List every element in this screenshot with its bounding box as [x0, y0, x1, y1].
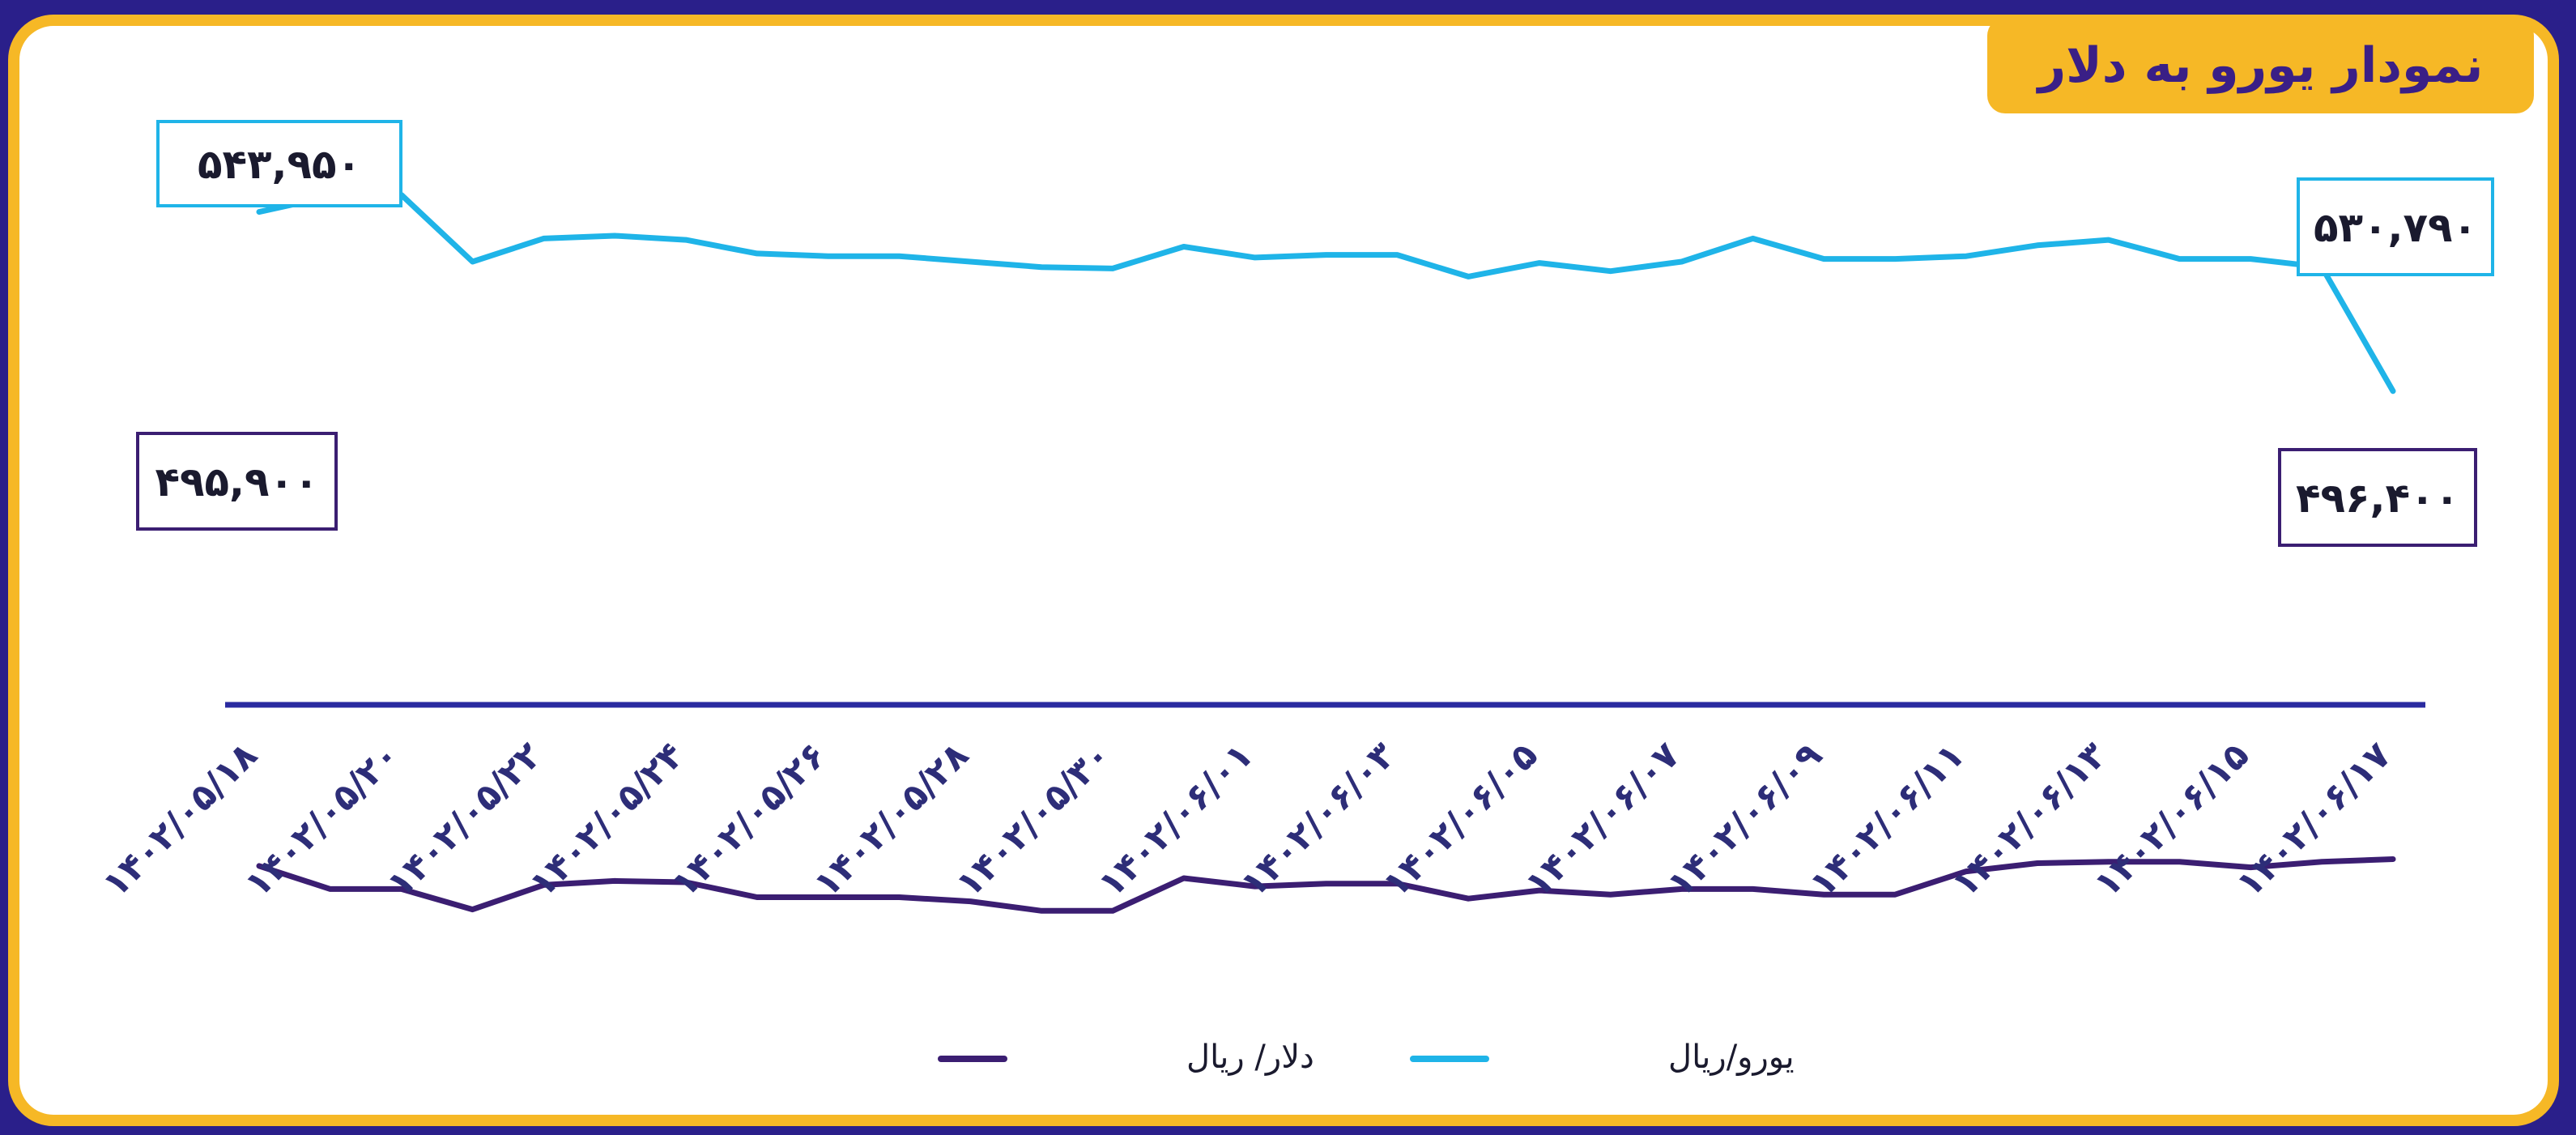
legend-label: یورو/ریال [1668, 1039, 1795, 1076]
chart-card: نمودار یورو به دلار [8, 15, 2559, 1126]
tick-labels: ۱۴۰۲/۰۵/۱۸۱۴۰۲/۰۵/۲۰۱۴۰۲/۰۵/۲۲۱۴۰۲/۰۵/۲۴… [95, 735, 2399, 906]
value-annotation: ۴۹۶,۴۰۰ [2278, 448, 2477, 547]
annotation-box [2278, 448, 2477, 547]
legend: یورو/ریال دلار/ ریال [938, 1039, 1795, 1076]
series-line-0 [256, 192, 2396, 395]
annotation-box [136, 432, 338, 531]
annotation-value: ۴۹۵,۹۰۰ [155, 459, 318, 506]
value-annotation: ۵۳۰,۷۹۰ [2297, 177, 2494, 276]
annotation-value: ۵۳۰,۷۹۰ [2314, 204, 2477, 251]
annotation-value: ۵۴۳,۹۵۰ [198, 141, 361, 188]
annotation-box [156, 120, 402, 207]
legend-item: یورو/ریال [1410, 1039, 1795, 1076]
series-line-1 [256, 856, 2396, 914]
value-annotation: ۵۴۳,۹۵۰ [156, 120, 402, 207]
legend-item: دلار/ ریال [938, 1039, 1314, 1076]
line-layer [256, 192, 2396, 914]
annotation-box [2297, 177, 2494, 276]
x-tick-label: ۱۴۰۲/۰۶/۱۷ [2229, 735, 2399, 906]
value-annotations: ۵۴۳,۹۵۰ ۵۳۰,۷۹۰ ۴۹۵,۹۰۰ ۴۹۶,۴۰۰ [136, 120, 2494, 547]
value-annotation: ۴۹۵,۹۰۰ [136, 432, 338, 531]
legend-label: دلار/ ریال [1186, 1039, 1314, 1076]
chart-title: نمودار یورو به دلار [1987, 18, 2534, 113]
annotation-value: ۴۹۶,۴۰۰ [2296, 475, 2459, 522]
